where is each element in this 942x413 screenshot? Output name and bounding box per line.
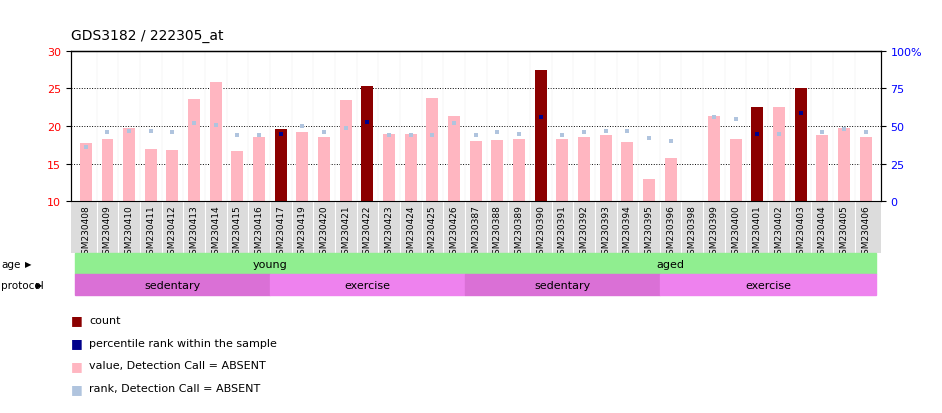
Bar — [773, 108, 785, 202]
Text: GSM230426: GSM230426 — [449, 204, 459, 259]
Bar — [795, 88, 806, 202]
Text: ■: ■ — [71, 336, 82, 349]
Text: GSM230420: GSM230420 — [319, 204, 329, 259]
Text: ■: ■ — [71, 382, 82, 395]
Text: rank, Detection Call = ABSENT: rank, Detection Call = ABSENT — [89, 383, 261, 393]
Text: GSM230396: GSM230396 — [666, 204, 675, 259]
Bar — [232, 152, 243, 202]
Bar — [665, 158, 676, 202]
Text: GSM230392: GSM230392 — [579, 204, 589, 259]
Text: ▶: ▶ — [36, 280, 42, 290]
Bar — [253, 138, 265, 202]
Text: exercise: exercise — [745, 280, 791, 290]
Text: GSM230416: GSM230416 — [254, 204, 264, 259]
Text: GSM230395: GSM230395 — [644, 204, 654, 259]
Text: GSM230404: GSM230404 — [818, 204, 827, 259]
Bar — [465, 275, 659, 295]
Text: value, Detection Call = ABSENT: value, Detection Call = ABSENT — [89, 361, 267, 370]
Text: GSM230391: GSM230391 — [558, 204, 567, 259]
Bar — [817, 136, 828, 202]
Bar — [578, 138, 590, 202]
Bar — [102, 140, 113, 202]
Text: young: young — [252, 259, 287, 269]
Text: ■: ■ — [71, 313, 82, 327]
Text: GSM230388: GSM230388 — [493, 204, 502, 259]
Text: GSM230403: GSM230403 — [796, 204, 805, 259]
Bar — [513, 140, 525, 202]
Text: ▶: ▶ — [24, 260, 31, 269]
Bar — [448, 117, 460, 202]
Bar — [383, 134, 395, 202]
Text: sedentary: sedentary — [534, 280, 591, 290]
Text: GSM230422: GSM230422 — [363, 204, 372, 259]
Text: GSM230387: GSM230387 — [471, 204, 480, 259]
Bar — [838, 128, 850, 202]
Text: GSM230394: GSM230394 — [623, 204, 632, 259]
Bar — [659, 275, 876, 295]
Text: GSM230405: GSM230405 — [839, 204, 849, 259]
Bar — [145, 150, 156, 202]
Text: percentile rank within the sample: percentile rank within the sample — [89, 338, 277, 348]
Bar — [75, 275, 270, 295]
Bar — [600, 136, 611, 202]
Bar — [708, 116, 720, 202]
Text: GSM230408: GSM230408 — [81, 204, 90, 259]
Text: GSM230399: GSM230399 — [709, 204, 719, 259]
Text: GSM230413: GSM230413 — [189, 204, 199, 259]
Bar — [730, 140, 741, 202]
Text: GSM230406: GSM230406 — [861, 204, 870, 259]
Bar — [860, 138, 871, 202]
Text: age: age — [1, 259, 21, 269]
Bar — [622, 142, 633, 202]
Text: GSM230421: GSM230421 — [341, 204, 350, 259]
Text: GSM230410: GSM230410 — [124, 204, 134, 259]
Bar — [188, 100, 200, 202]
Text: protocol: protocol — [1, 280, 43, 290]
Bar — [470, 142, 481, 202]
Bar — [362, 87, 373, 202]
Bar — [535, 71, 546, 202]
Bar — [318, 138, 330, 202]
Bar — [123, 129, 135, 202]
Bar — [643, 179, 655, 202]
Text: GSM230400: GSM230400 — [731, 204, 740, 259]
Text: GSM230417: GSM230417 — [276, 204, 285, 259]
Text: aged: aged — [657, 259, 685, 269]
Bar — [557, 140, 568, 202]
Text: GSM230402: GSM230402 — [774, 204, 784, 259]
Text: GSM230389: GSM230389 — [514, 204, 524, 259]
Bar — [405, 134, 416, 202]
Text: GSM230398: GSM230398 — [688, 204, 697, 259]
Text: GSM230412: GSM230412 — [168, 204, 177, 259]
Bar — [752, 108, 763, 202]
Text: count: count — [89, 315, 121, 325]
Text: GSM230419: GSM230419 — [298, 204, 307, 259]
Bar — [465, 254, 876, 275]
Bar — [75, 254, 465, 275]
Text: GSM230414: GSM230414 — [211, 204, 220, 259]
Text: sedentary: sedentary — [144, 280, 201, 290]
Text: GSM230393: GSM230393 — [601, 204, 610, 259]
Text: GSM230424: GSM230424 — [406, 204, 415, 259]
Text: GSM230425: GSM230425 — [428, 204, 437, 259]
Text: GDS3182 / 222305_at: GDS3182 / 222305_at — [71, 29, 223, 43]
Bar — [275, 130, 286, 202]
Text: GSM230390: GSM230390 — [536, 204, 545, 259]
Text: GSM230409: GSM230409 — [103, 204, 112, 259]
Text: ■: ■ — [71, 359, 82, 372]
Bar — [80, 143, 91, 202]
Bar — [270, 275, 465, 295]
Bar — [427, 99, 438, 202]
Text: GSM230401: GSM230401 — [753, 204, 762, 259]
Text: exercise: exercise — [345, 280, 390, 290]
Bar — [340, 101, 351, 202]
Bar — [492, 141, 503, 202]
Bar — [297, 133, 308, 202]
Text: GSM230411: GSM230411 — [146, 204, 155, 259]
Text: GSM230415: GSM230415 — [233, 204, 242, 259]
Bar — [210, 83, 221, 202]
Bar — [167, 151, 178, 202]
Text: GSM230423: GSM230423 — [384, 204, 394, 259]
